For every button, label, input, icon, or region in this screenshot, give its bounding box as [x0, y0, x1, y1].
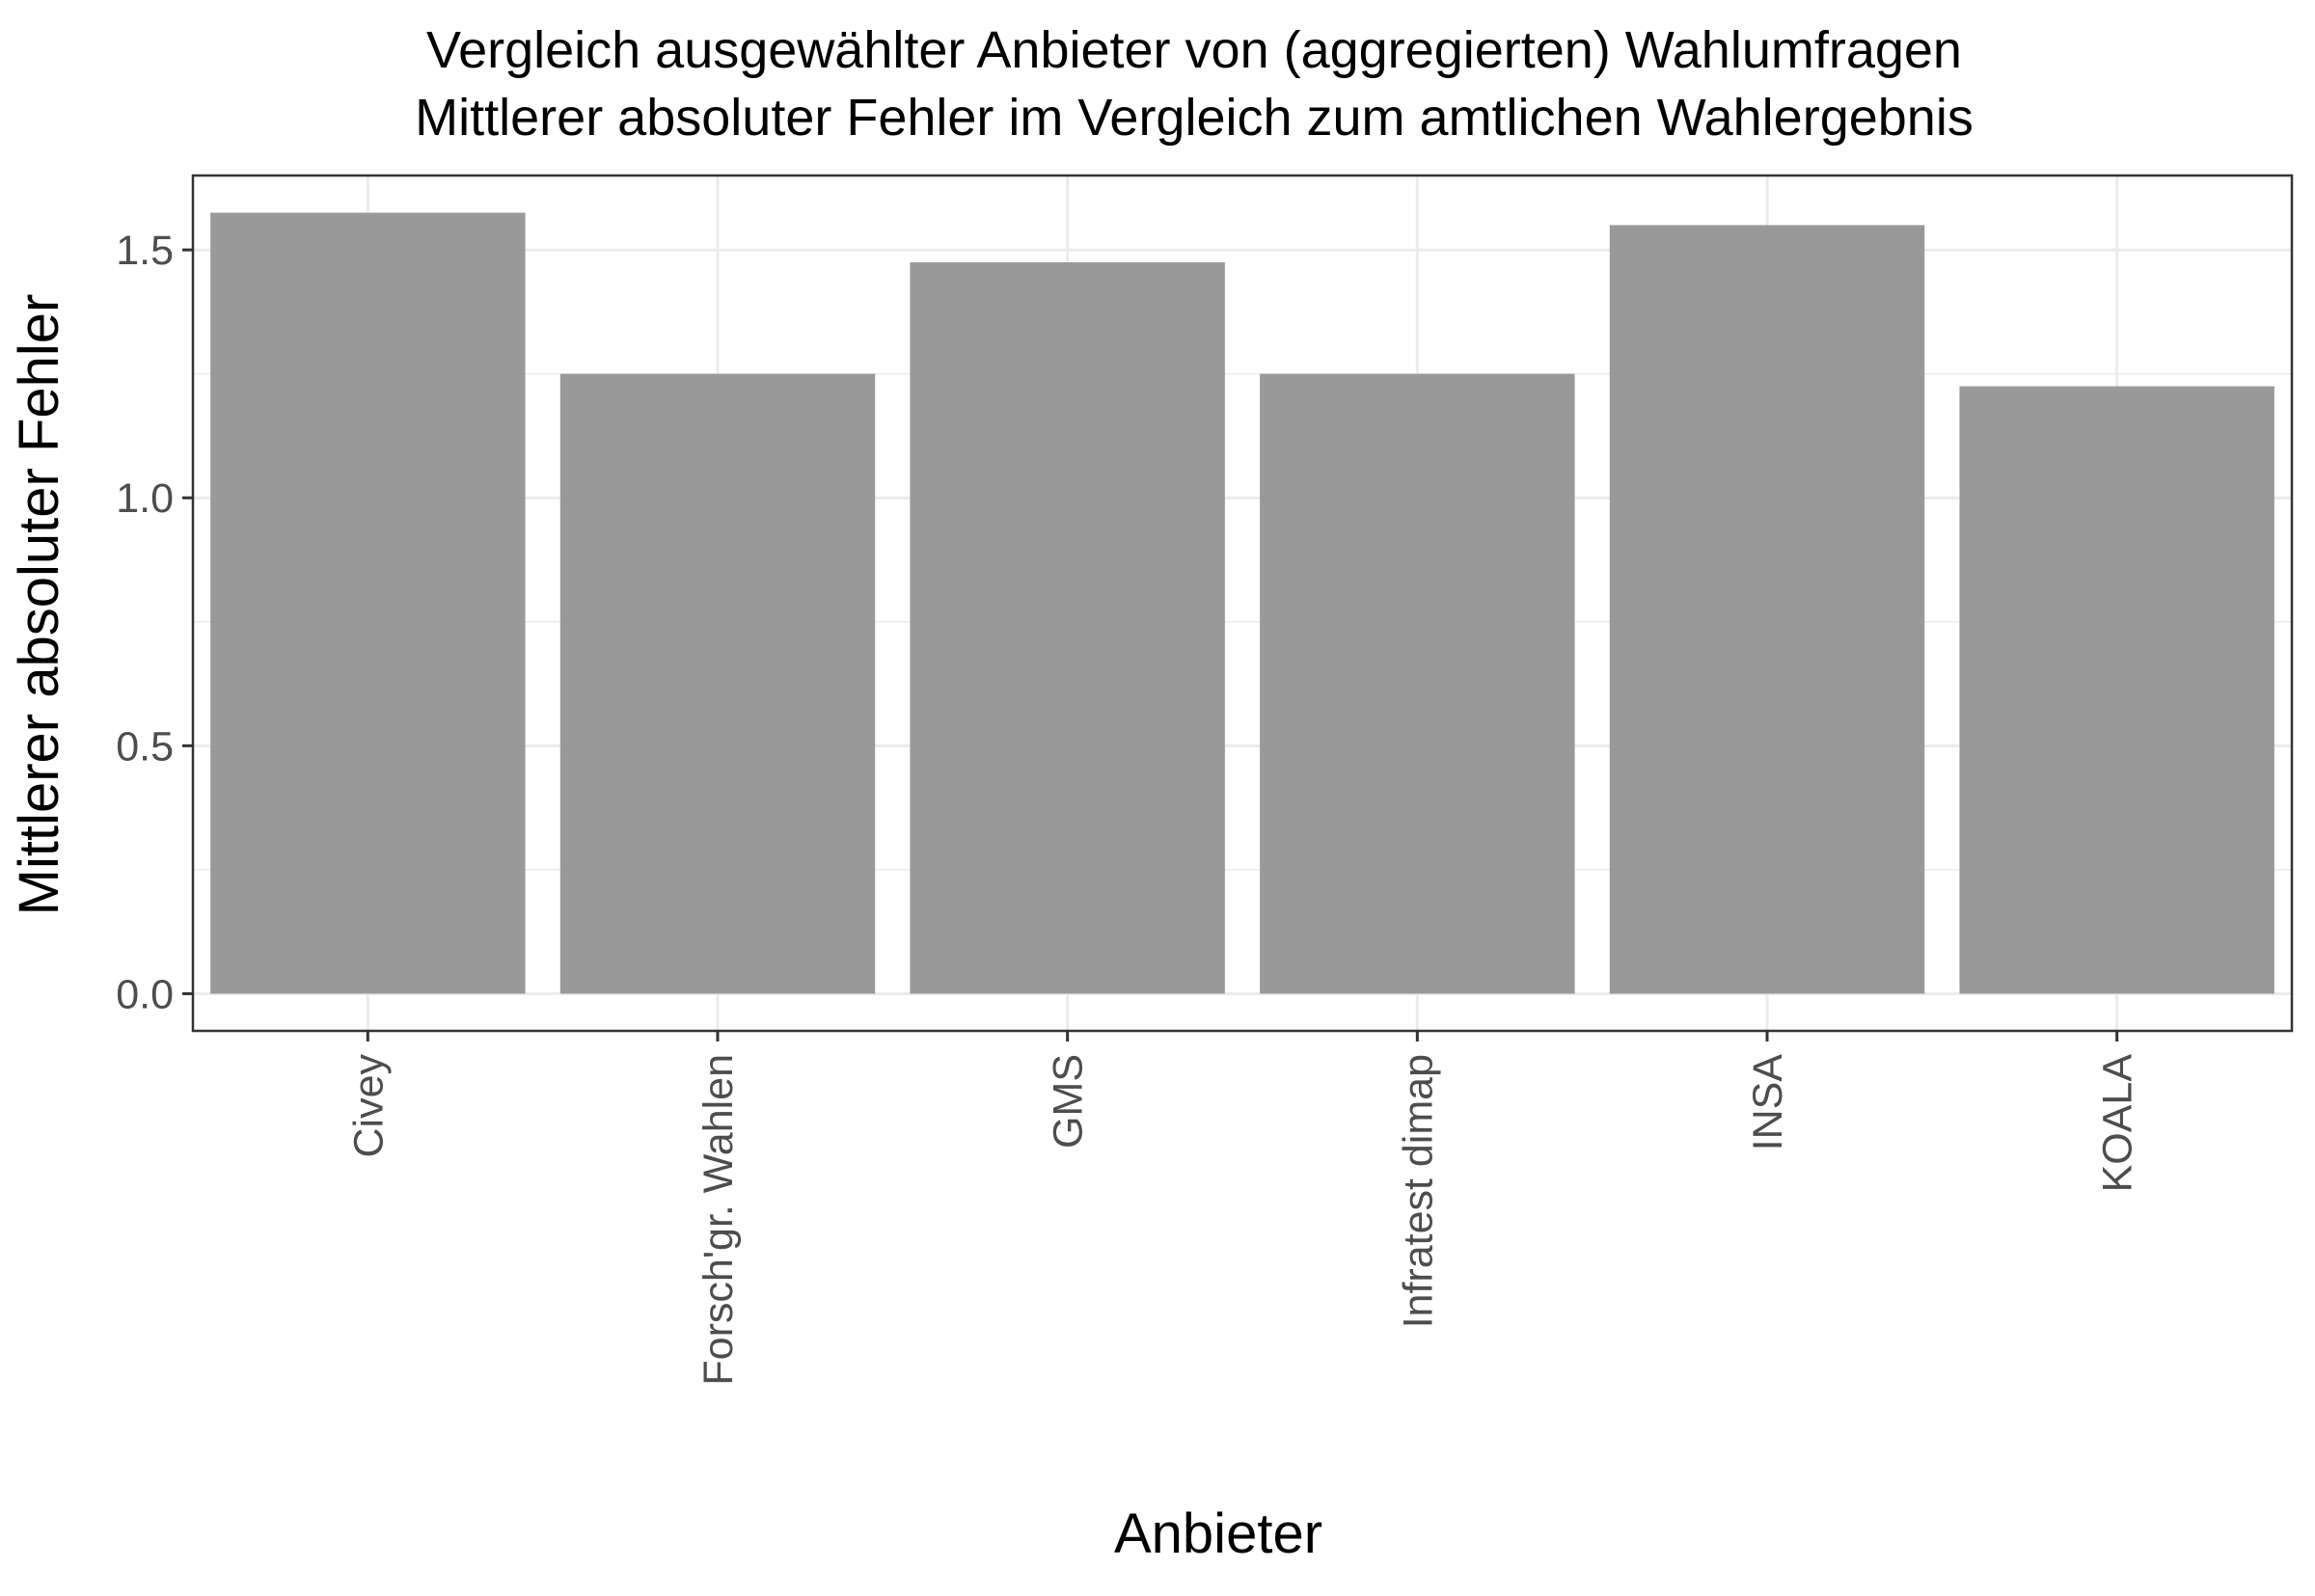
x-tick-label: Forsch'gr. Wahlen: [695, 1054, 742, 1386]
y-axis: 0.0 0.5 1.0 1.5: [116, 228, 193, 1017]
x-axis: Civey Forsch'gr. Wahlen GMS Infratest dimap…: [345, 1031, 2141, 1386]
plot-panel-border: [191, 174, 2294, 1033]
chart-title: Vergleich ausgewählter Anbieter von (agg…: [426, 21, 1962, 79]
bar: [1959, 386, 2274, 994]
y-tick-label: 1.5: [116, 228, 174, 274]
bar: [210, 212, 526, 994]
bars: [210, 212, 2274, 994]
bar: [1609, 225, 1925, 994]
y-tick-label: 1.0: [116, 475, 174, 522]
chart-subtitle: Mittlerer absoluter Fehler im Vergleich …: [415, 89, 1974, 147]
bar: [910, 261, 1225, 994]
x-tick-label: Infratest dimap: [1395, 1054, 1441, 1328]
y-tick-label: 0.5: [116, 723, 174, 770]
x-tick-label: KOALA: [2095, 1054, 2141, 1193]
x-axis-label: Anbieter: [1114, 1502, 1322, 1565]
x-tick-label: GMS: [1046, 1054, 1092, 1149]
bar: [1260, 373, 1575, 994]
y-axis-label: Mittlerer absoluter Fehler: [8, 294, 70, 916]
y-tick-label: 0.0: [116, 971, 174, 1017]
bar: [559, 373, 876, 994]
x-tick-label: Civey: [345, 1054, 392, 1158]
x-tick-label: INSA: [1745, 1054, 1791, 1151]
